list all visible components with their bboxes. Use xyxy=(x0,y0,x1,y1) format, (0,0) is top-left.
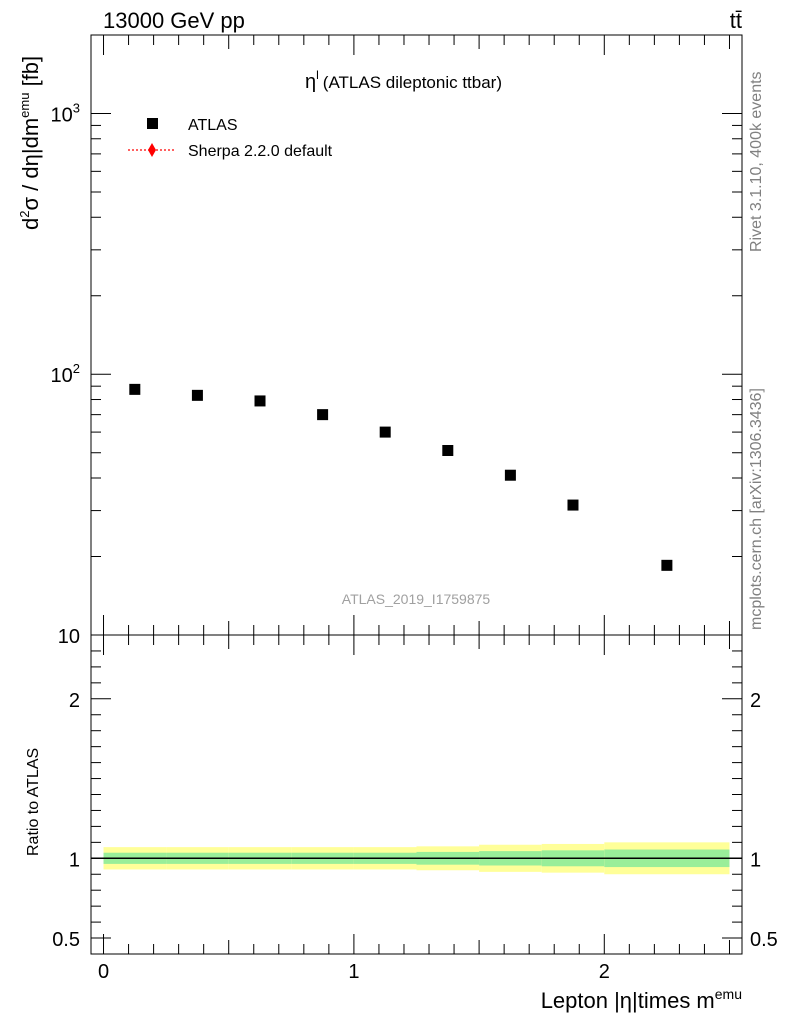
legend: ATLAS Sherpa 2.2.0 default xyxy=(128,117,333,160)
ratio-ytick-label-right: 1 xyxy=(750,849,761,871)
ratio-ytick-label-right: 2 xyxy=(750,690,761,712)
xtick-label: 0 xyxy=(98,961,109,983)
ylabel-part-3: [fb] xyxy=(18,56,43,93)
process-label: 13000 GeV pp xyxy=(103,8,245,33)
xlabel-superscript: emu xyxy=(715,986,742,1002)
ratio-ytick-label-left: 2 xyxy=(69,690,80,712)
ylabel-part-2: σ / dη|dm xyxy=(18,118,43,211)
ratio-ylabel: Ratio to ATLAS xyxy=(25,748,42,856)
title-rest: (ATLAS dileptonic ttbar) xyxy=(323,73,502,92)
legend-marker-sherpa xyxy=(148,143,156,157)
data-point xyxy=(661,559,673,571)
main-ytick-label: 102 xyxy=(51,361,80,387)
data-point xyxy=(379,426,391,438)
title-superscript: l xyxy=(316,68,319,82)
ratio-panel-ticks: 0.5 0.5 1 1 2 2 0 1 2 xyxy=(52,634,778,983)
mcplots-label: mcplots.cern.ch [arXiv:1306.3436] xyxy=(748,388,765,630)
ratio-ytick-label-left: 0.5 xyxy=(52,929,80,951)
xtick-label: 2 xyxy=(599,961,610,983)
ratio-ytick-label-left: 1 xyxy=(69,849,80,871)
plot-title: ηl (ATLAS dileptonic ttbar) xyxy=(305,68,502,93)
data-point xyxy=(567,499,579,511)
data-points xyxy=(129,383,673,571)
rivet-version-label: Rivet 3.1.10, 400k events xyxy=(748,71,765,252)
main-ylabel: d2σ / dη|dmemu [fb] xyxy=(17,56,43,230)
ylabel-part-1: d xyxy=(18,218,43,230)
xlabel-main: Lepton |η|times m xyxy=(541,988,715,1013)
data-point xyxy=(129,383,141,395)
ylabel-sup-2: emu xyxy=(17,93,32,118)
legend-label-sherpa: Sherpa 2.2.0 default xyxy=(188,143,333,160)
data-point xyxy=(317,409,329,421)
legend-marker-atlas xyxy=(147,118,158,129)
data-point xyxy=(504,469,516,481)
ylabel-sup-1: 2 xyxy=(17,211,32,218)
ratio-ytick-label-right: 0.5 xyxy=(750,929,778,951)
legend-label-atlas: ATLAS xyxy=(188,117,238,134)
data-point xyxy=(254,395,266,407)
title-eta: η xyxy=(305,71,316,93)
analysis-watermark: ATLAS_2019_I1759875 xyxy=(342,591,491,607)
xtick-label: 1 xyxy=(348,961,359,983)
main-panel-ticks: 10 102 103 xyxy=(51,34,742,648)
data-point xyxy=(442,444,454,456)
data-point xyxy=(191,389,203,401)
main-ytick-label: 103 xyxy=(51,100,80,126)
xlabel: Lepton |η|times memu xyxy=(541,986,742,1013)
main-ytick-label: 10 xyxy=(58,626,80,648)
final-state-label: tt̄ xyxy=(730,8,742,33)
ratio-panel-frame xyxy=(90,634,743,955)
